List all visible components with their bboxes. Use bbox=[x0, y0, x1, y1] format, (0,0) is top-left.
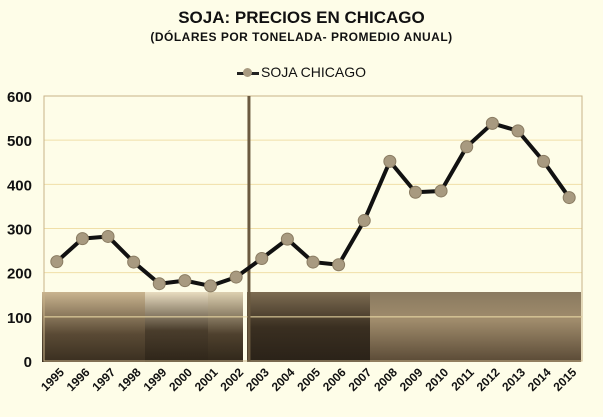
data-point bbox=[460, 140, 474, 154]
y-tick-label: 0 bbox=[24, 354, 32, 371]
plot-border bbox=[43, 95, 583, 362]
y-tick-label: 400 bbox=[7, 177, 32, 194]
x-tick-label: 2000 bbox=[166, 365, 195, 394]
y-tick-label: 600 bbox=[7, 89, 32, 106]
data-point bbox=[101, 229, 115, 243]
legend-marker-icon bbox=[236, 68, 259, 78]
x-tick-label: 2006 bbox=[320, 365, 349, 394]
x-tick-label: 2004 bbox=[269, 365, 298, 394]
x-tick-label: 1995 bbox=[38, 365, 67, 394]
data-point bbox=[229, 270, 243, 284]
x-tick-label: 1998 bbox=[115, 365, 144, 394]
x-tick-label: 2011 bbox=[449, 365, 478, 394]
chart-subtitle: (DÓLARES POR TONELADA- PROMEDIO ANUAL) bbox=[150, 30, 453, 44]
data-point bbox=[152, 277, 166, 291]
data-point bbox=[127, 255, 141, 269]
x-tick-label: 2008 bbox=[371, 365, 400, 394]
portrait-photo-1 bbox=[42, 292, 145, 362]
data-point bbox=[383, 154, 397, 168]
data-point bbox=[562, 191, 576, 205]
legend-label: SOJA CHICAGO bbox=[260, 64, 367, 80]
data-point bbox=[357, 214, 371, 228]
portrait-photo-4 bbox=[247, 292, 370, 362]
data-point bbox=[50, 255, 64, 269]
data-point bbox=[255, 252, 269, 266]
x-tick-label: 2015 bbox=[551, 365, 580, 394]
portrait-photo-2 bbox=[145, 292, 208, 362]
x-tick-label: 2013 bbox=[499, 365, 528, 394]
x-tick-label: 1999 bbox=[141, 365, 170, 394]
y-tick-label: 100 bbox=[7, 310, 32, 327]
x-tick-label: 2009 bbox=[397, 365, 426, 394]
data-point bbox=[408, 185, 422, 199]
y-tick-label: 300 bbox=[7, 222, 32, 239]
x-tick-label: 2001 bbox=[192, 365, 221, 394]
portrait-photo-5 bbox=[370, 292, 581, 362]
data-point bbox=[280, 232, 294, 246]
data-point bbox=[511, 124, 525, 138]
x-tick-label: 2012 bbox=[474, 365, 503, 394]
data-point bbox=[178, 274, 192, 288]
data-point bbox=[434, 184, 448, 198]
x-tick-label: 1997 bbox=[89, 365, 118, 394]
data-point bbox=[306, 255, 320, 269]
x-tick-label: 2003 bbox=[243, 365, 272, 394]
y-tick-label: 200 bbox=[7, 266, 32, 283]
x-tick-label: 2014 bbox=[525, 365, 554, 394]
x-tick-label: 2007 bbox=[346, 365, 375, 394]
y-tick-label: 500 bbox=[7, 133, 32, 150]
data-point bbox=[75, 232, 89, 246]
chart-title: SOJA: PRECIOS EN CHICAGO bbox=[178, 8, 425, 27]
x-tick-label: 1996 bbox=[64, 365, 93, 394]
x-tick-label: 2002 bbox=[217, 365, 246, 394]
legend: SOJA CHICAGO bbox=[0, 64, 603, 80]
data-point bbox=[332, 258, 346, 272]
portrait-photo-3 bbox=[208, 292, 243, 362]
data-point bbox=[204, 279, 218, 293]
x-tick-label: 2010 bbox=[422, 365, 451, 394]
data-point bbox=[537, 154, 551, 168]
x-tick-label: 2005 bbox=[294, 365, 323, 394]
data-point bbox=[485, 116, 499, 130]
